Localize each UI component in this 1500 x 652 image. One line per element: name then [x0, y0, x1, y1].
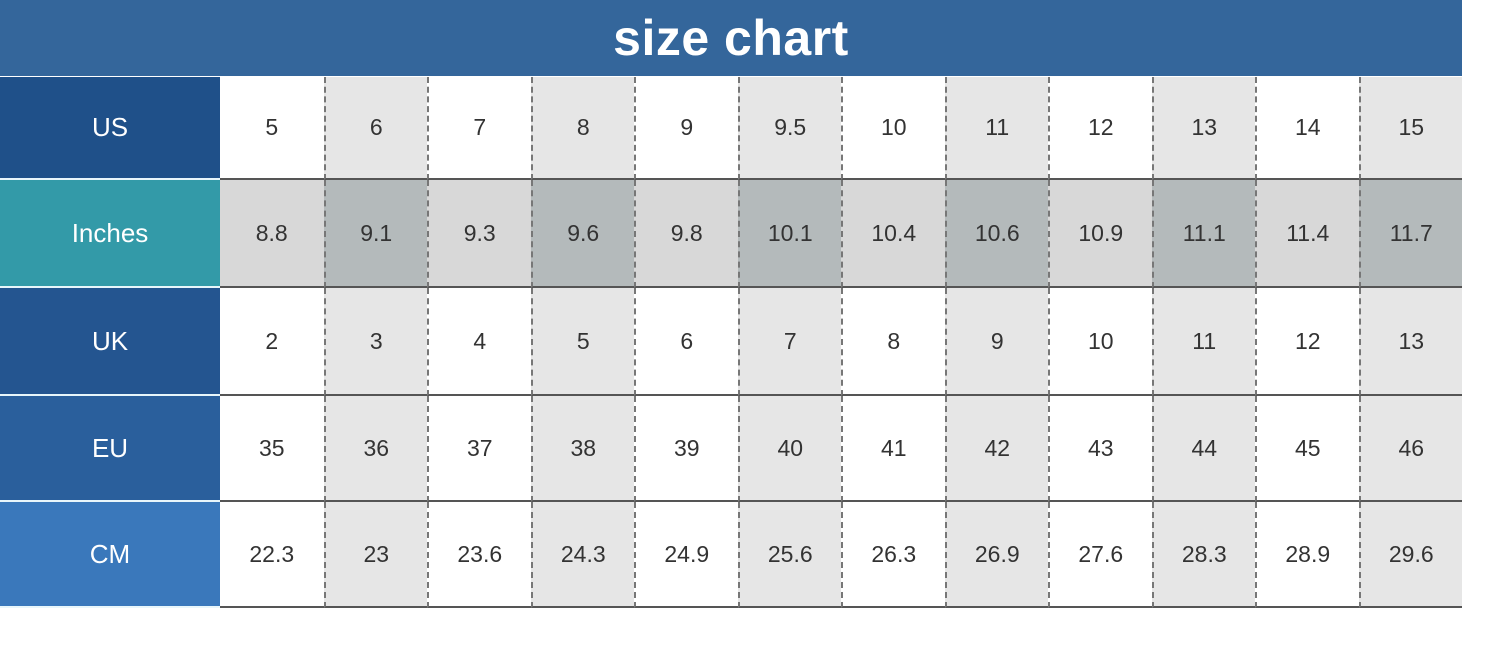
size-cell-cm: 23: [323, 502, 427, 608]
size-cell-us: 15: [1358, 77, 1462, 180]
size-cell-uk: 8: [841, 288, 945, 396]
size-table: US 5 6 7 8 9 9.5 10 11 12 13 14 15 Inches 8.8 9.1 9.3 9.6…: [0, 77, 1462, 608]
size-cell-uk: 12: [1255, 288, 1359, 396]
size-cell-us: 9.5: [737, 77, 841, 180]
size-cell-us: 10: [841, 77, 945, 180]
size-cell-uk: 3: [323, 288, 427, 396]
page-title: size chart: [0, 0, 1462, 76]
size-cell-cm: 26.9: [944, 502, 1048, 608]
size-cell-uk: 6: [634, 288, 738, 396]
size-cell-eu: 38: [530, 396, 634, 502]
size-cell-uk: 10: [1048, 288, 1152, 396]
size-cell-uk: 13: [1358, 288, 1462, 396]
size-cell-us: 13: [1151, 77, 1255, 180]
size-cell-eu: 41: [841, 396, 945, 502]
size-cell-inches: 9.3: [427, 180, 531, 288]
size-cell-us: 7: [427, 77, 531, 180]
size-cell-eu: 39: [634, 396, 738, 502]
size-cell-uk: 11: [1151, 288, 1255, 396]
size-cell-inches: 9.8: [634, 180, 738, 288]
size-cell-cm: 25.6: [737, 502, 841, 608]
size-cell-cm: 23.6: [427, 502, 531, 608]
size-cell-cm: 28.9: [1255, 502, 1359, 608]
size-cell-cm: 29.6: [1358, 502, 1462, 608]
size-cell-us: 11: [944, 77, 1048, 180]
size-cell-uk: 7: [737, 288, 841, 396]
size-cell-inches: 11.1: [1151, 180, 1255, 288]
size-cell-us: 9: [634, 77, 738, 180]
size-cell-inches: 8.8: [220, 180, 324, 288]
size-cell-us: 12: [1048, 77, 1152, 180]
row-label-uk: UK: [0, 288, 220, 396]
size-cell-uk: 2: [220, 288, 324, 396]
size-cell-us: 14: [1255, 77, 1359, 180]
row-label-cm: CM: [0, 502, 220, 608]
row-label-inches: Inches: [0, 180, 220, 288]
size-cell-eu: 36: [323, 396, 427, 502]
size-cell-inches: 10.1: [737, 180, 841, 288]
size-cell-cm: 27.6: [1048, 502, 1152, 608]
size-cell-cm: 24.3: [530, 502, 634, 608]
size-cell-cm: 28.3: [1151, 502, 1255, 608]
size-cell-eu: 37: [427, 396, 531, 502]
size-cell-eu: 42: [944, 396, 1048, 502]
size-cell-eu: 35: [220, 396, 324, 502]
size-cell-us: 5: [220, 77, 324, 180]
size-cell-cm: 26.3: [841, 502, 945, 608]
row-label-us: US: [0, 77, 220, 180]
size-cell-inches: 10.6: [944, 180, 1048, 288]
size-cell-inches: 10.9: [1048, 180, 1152, 288]
size-cell-us: 8: [530, 77, 634, 180]
size-cell-eu: 44: [1151, 396, 1255, 502]
row-label-eu: EU: [0, 396, 220, 502]
size-cell-inches: 11.4: [1255, 180, 1359, 288]
size-cell-cm: 24.9: [634, 502, 738, 608]
size-cell-uk: 9: [944, 288, 1048, 396]
size-cell-cm: 22.3: [220, 502, 324, 608]
size-cell-eu: 43: [1048, 396, 1152, 502]
size-cell-inches: 11.7: [1358, 180, 1462, 288]
size-cell-inches: 10.4: [841, 180, 945, 288]
size-cell-eu: 40: [737, 396, 841, 502]
size-cell-uk: 4: [427, 288, 531, 396]
size-cell-eu: 46: [1358, 396, 1462, 502]
size-cell-inches: 9.1: [323, 180, 427, 288]
size-cell-uk: 5: [530, 288, 634, 396]
size-cell-inches: 9.6: [530, 180, 634, 288]
size-cell-eu: 45: [1255, 396, 1359, 502]
size-cell-us: 6: [323, 77, 427, 180]
